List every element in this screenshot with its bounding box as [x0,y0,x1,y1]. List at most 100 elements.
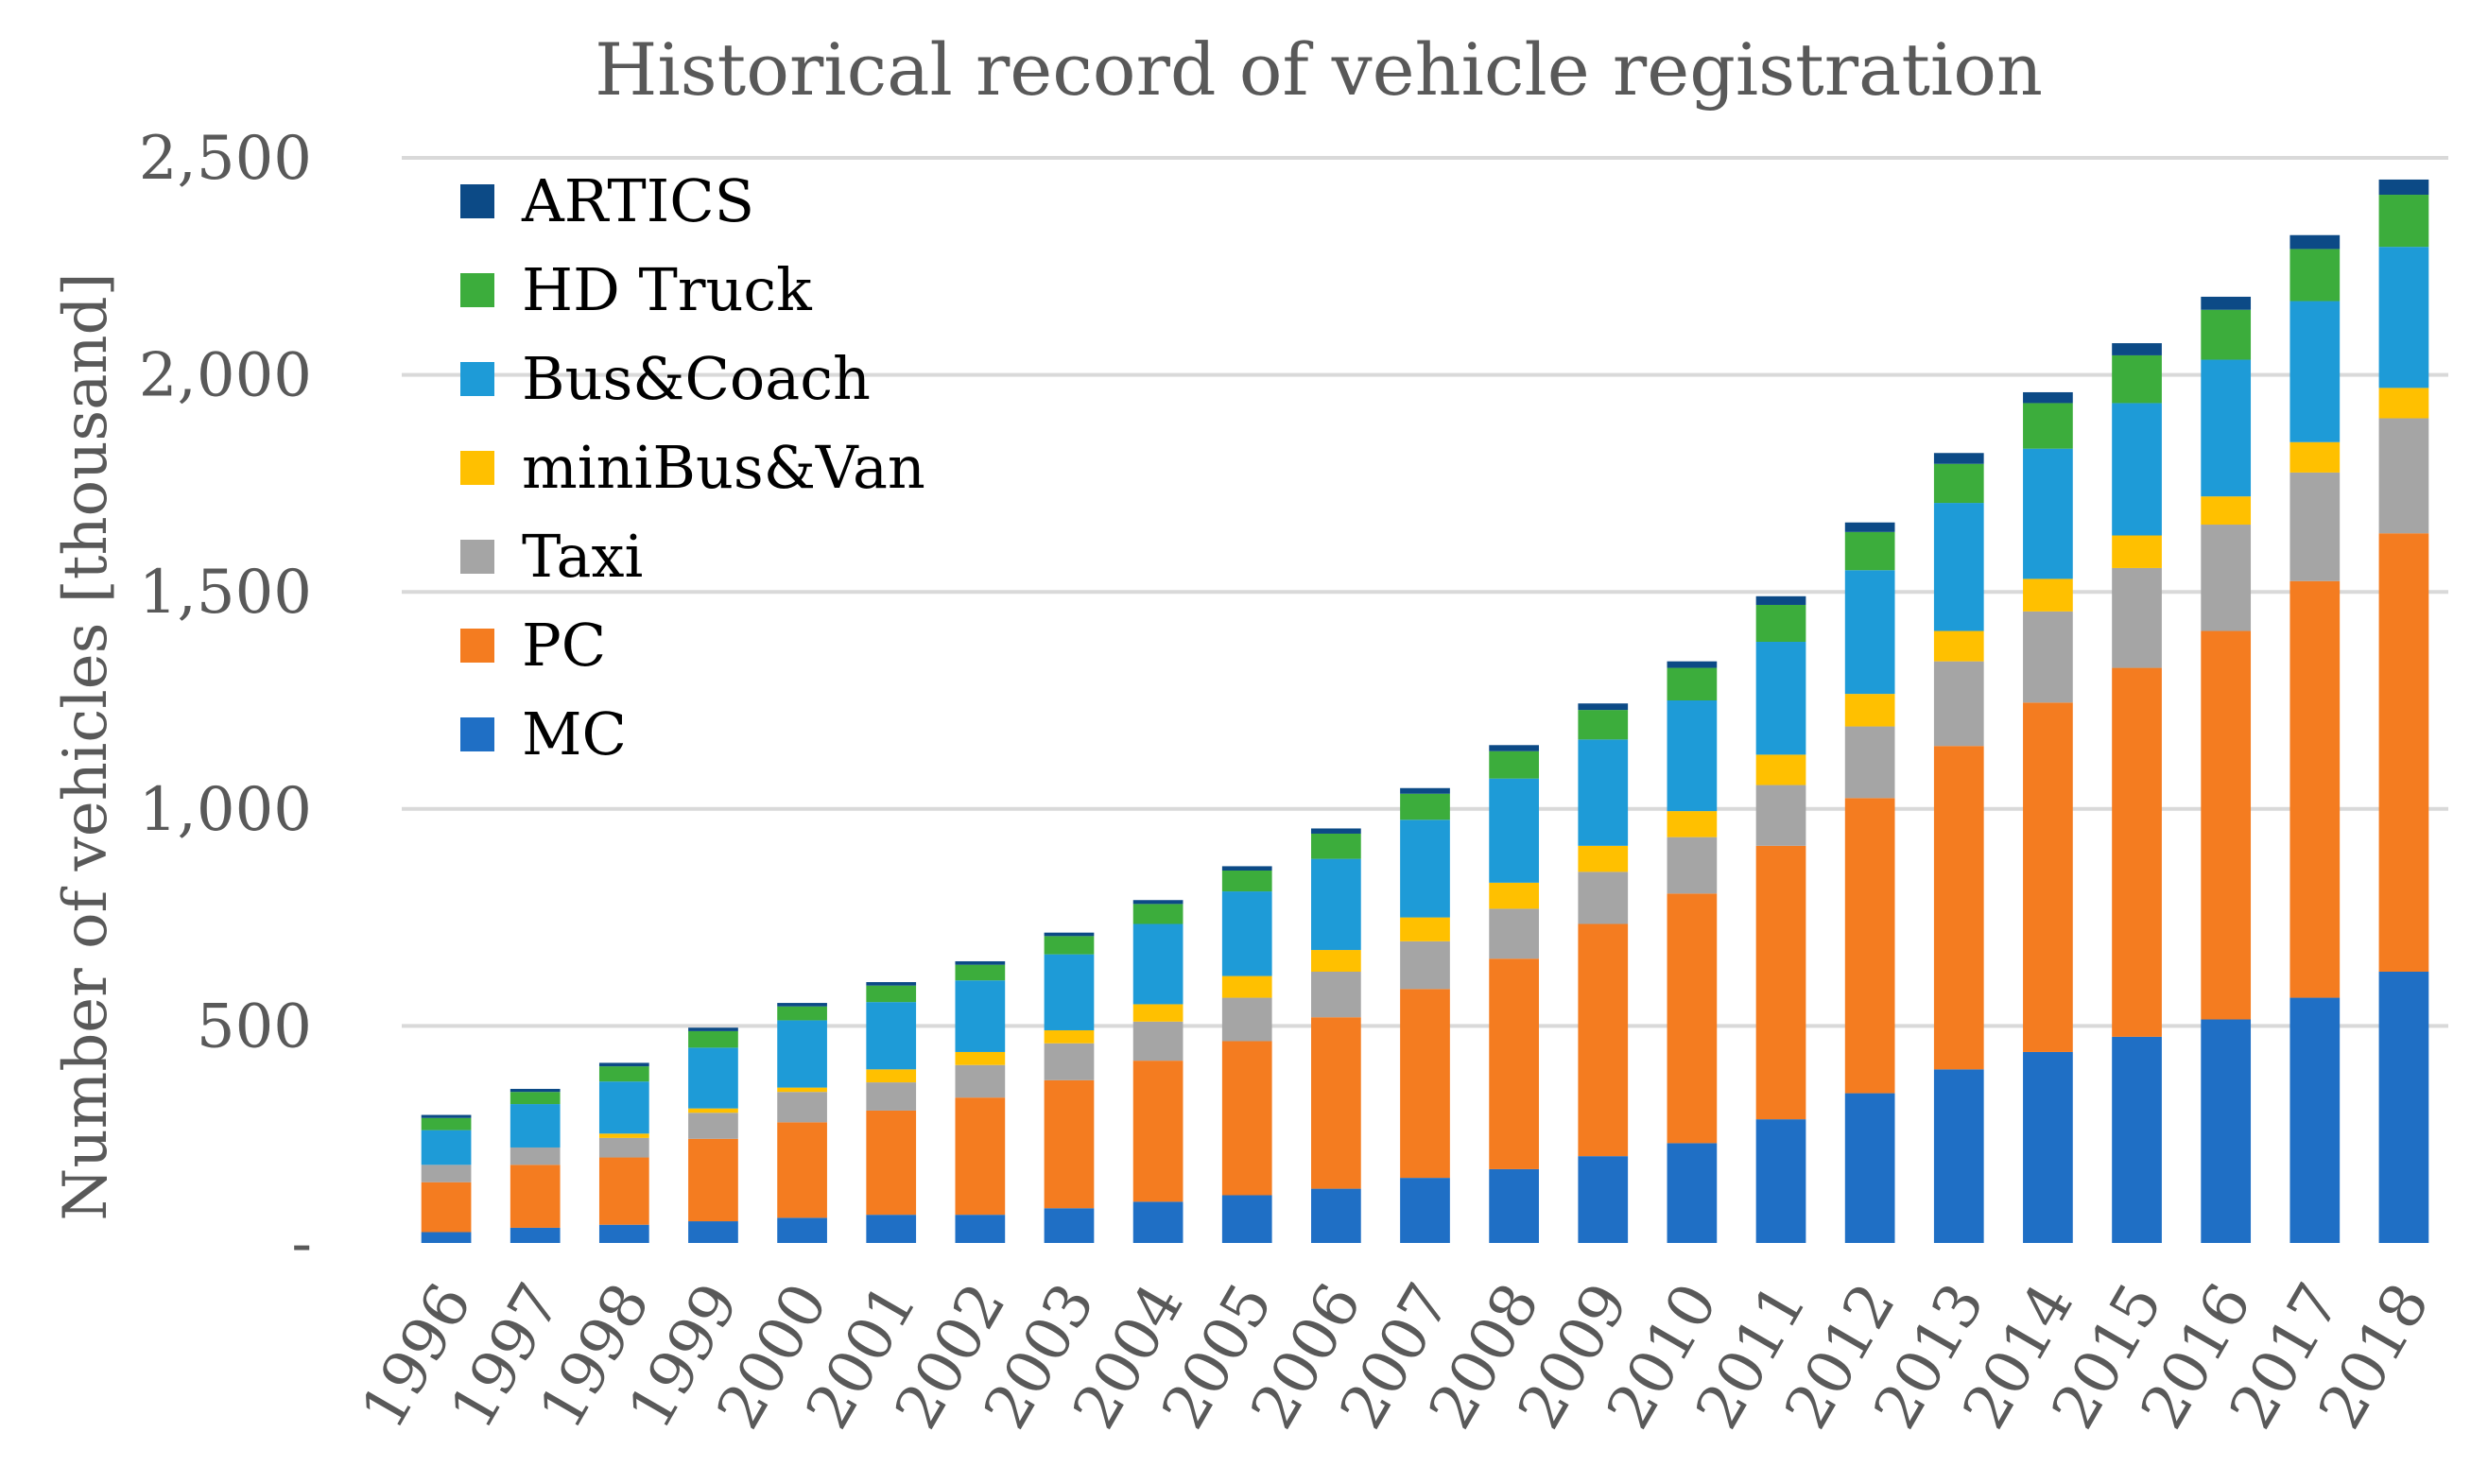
bar-segment-bus-coach [598,1081,649,1134]
bar-segment-bus-coach [2112,403,2162,536]
bar-segment-hd-truck [866,985,917,1003]
bar-segment-pc [866,1110,917,1216]
bar-segment-pc [1221,1041,1272,1196]
bar-segment-minibus-van [1132,1004,1184,1022]
bar-segment-artics [2289,234,2341,250]
bar-segment-taxi [2023,611,2073,703]
bar-segment-taxi [2378,418,2429,534]
bar-segment-minibus-van [955,1051,1006,1065]
bar-segment-bus-coach [688,1047,738,1109]
bar-segment-artics [777,1003,827,1007]
bar-segment-minibus-van [1489,882,1539,909]
bar-segment-artics [1132,900,1184,905]
bar-segment-mc [1667,1143,1718,1243]
bar-segment-taxi [2201,525,2252,631]
bar-segment-taxi [510,1147,561,1165]
bar-segment-minibus-van [2201,496,2252,526]
chart-title: Historical record of vehicle registratio… [595,27,2043,112]
legend-label: PC [522,611,606,680]
bar-segment-pc [2023,702,2073,1052]
bar-segment-bus-coach [1755,642,1806,755]
bar-segment-minibus-van [2112,535,2162,568]
bar-segment-bus-coach [1044,954,1095,1030]
legend-swatch [460,629,494,663]
bar-segment-taxi [1933,661,1984,747]
bar-segment-taxi [598,1137,649,1158]
bar-segment-bus-coach [866,1002,917,1070]
bar-segment-hd-truck [510,1092,561,1105]
bar-segment-pc [1311,1017,1361,1189]
bar-segment-artics [1933,453,1984,464]
bar-segment-mc [1311,1188,1361,1243]
bar-segment-mc [955,1215,1006,1243]
bar-segment-artics [1667,661,1718,668]
bar-segment-pc [1755,845,1806,1120]
bar-segment-minibus-van [2289,441,2341,473]
bar-segment-artics [2023,391,2073,404]
bar-segment-minibus-van [1844,694,1895,727]
bar-segment-mc [1844,1093,1895,1243]
bar-segment-pc [1400,989,1450,1179]
bar-segment-artics [598,1062,649,1067]
bar-segment-artics [1221,866,1272,871]
bar-segment-artics [421,1114,472,1118]
bar-series-group [421,179,2429,1243]
bar-segment-hd-truck [2112,354,2162,404]
bar-segment-pc [421,1182,472,1233]
legend-label: HD Truck [522,255,812,324]
bar-segment-mc [1933,1069,1984,1243]
bar-segment-minibus-van [1044,1029,1095,1044]
bar-segment-pc [1844,798,1895,1094]
bar-segment-taxi [688,1113,738,1139]
bar-segment-taxi [1755,785,1806,846]
bar-segment-mc [510,1227,561,1243]
bar-segment-pc [777,1122,827,1218]
bar-segment-hd-truck [2289,249,2341,302]
bar-segment-taxi [777,1092,827,1123]
bar-segment-bus-coach [2289,301,2341,442]
bar-segment-hd-truck [1221,871,1272,892]
bar-segment-hd-truck [1044,936,1095,955]
bar-segment-bus-coach [1400,820,1450,918]
bar-segment-hd-truck [1311,833,1361,859]
bar-segment-artics [2378,179,2429,196]
bar-segment-pc [1578,923,1629,1157]
bar-segment-pc [598,1157,649,1225]
bar-segment-minibus-van [1221,975,1272,998]
bar-segment-pc [1489,958,1539,1169]
legend-label: ARTICS [521,166,754,235]
bar-segment-pc [1667,893,1718,1144]
bar-segment-taxi [2289,472,2341,581]
bar-segment-pc [2112,667,2162,1037]
legend-label: Taxi [522,522,643,591]
bar-segment-minibus-van [2023,578,2073,612]
y-tick-label: 2,000 [139,341,312,411]
bar-segment-artics [1489,745,1539,751]
bar-segment-minibus-van [1400,917,1450,941]
bar-segment-hd-truck [1578,710,1629,740]
legend-swatch [460,717,494,751]
bar-segment-minibus-van [2378,388,2429,419]
bar-segment-bus-coach [955,980,1006,1052]
bar-segment-taxi [1221,997,1272,1042]
bar-segment-taxi [866,1082,917,1111]
bar-segment-hd-truck [777,1006,827,1021]
bar-segment-minibus-van [777,1087,827,1093]
legend-label: Bus&Coach [522,344,871,413]
bar-segment-hd-truck [1400,793,1450,820]
bar-segment-pc [955,1097,1006,1216]
bar-segment-minibus-van [1311,950,1361,972]
bar-segment-artics [1044,932,1095,937]
bar-segment-mc [1400,1178,1450,1243]
bar-segment-bus-coach [1933,503,1984,631]
legend-swatch [460,184,494,218]
bar-segment-pc [510,1165,561,1228]
bar-segment-bus-coach [1667,700,1718,812]
bar-segment-bus-coach [1489,778,1539,883]
bar-segment-hd-truck [1132,904,1184,924]
y-axis-ticks: - 500 1,000 1,500 2,000 2,500 [139,124,312,1279]
y-tick-label: 500 [197,992,312,1061]
gridlines [402,156,2448,1028]
bar-segment-bus-coach [421,1130,472,1165]
bar-segment-taxi [955,1064,1006,1098]
